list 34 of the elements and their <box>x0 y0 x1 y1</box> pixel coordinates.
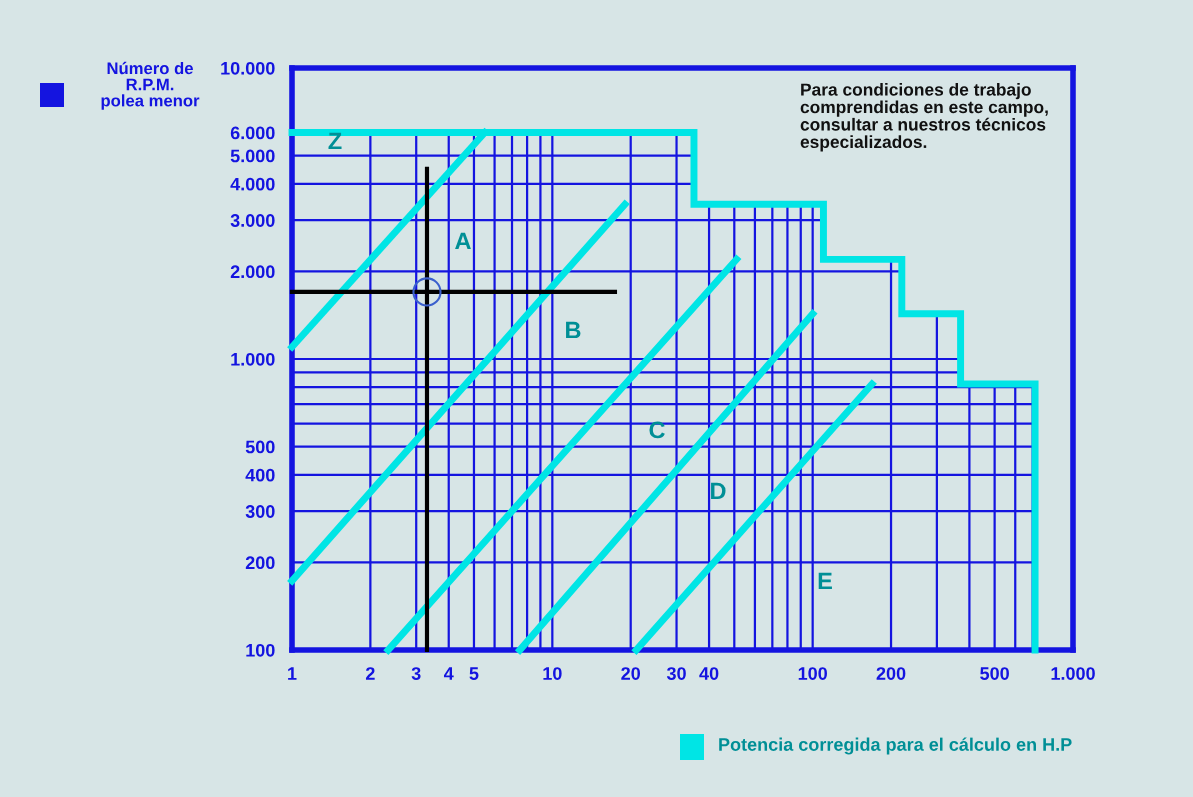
annotation: D <box>711 482 726 500</box>
y-tick-label: 10.000 <box>221 61 275 75</box>
x-tick-label: 200 <box>876 667 906 680</box>
y-tick-label: 500 <box>245 440 275 454</box>
y-tick-label: 6.000 <box>230 126 275 140</box>
x-tick-label: 20 <box>621 667 640 680</box>
annotation: Para condiciones de trabajo comprendidas en este campo, consultar a nuestros técnicos especializados. <box>800 83 1048 152</box>
y-tick-label: 100 <box>246 643 275 657</box>
x-tick-label: 100 <box>798 667 827 680</box>
x-tick-label: 4 <box>443 667 454 680</box>
x-tick-label: 3 <box>411 667 421 680</box>
x-tick-label: 5 <box>469 667 479 680</box>
x-tick-label: 1.000 <box>1051 667 1095 680</box>
annotation: C <box>649 421 665 439</box>
annotation: B <box>566 321 581 339</box>
y-tick-label: 5.000 <box>230 149 275 163</box>
y-tick-label: 200 <box>245 556 275 570</box>
y-tick-label: 2.000 <box>230 265 275 279</box>
annotation: E <box>818 572 832 590</box>
y-tick-label: 3.000 <box>230 214 275 227</box>
y-tick-label: 1.000 <box>231 352 275 366</box>
annotation: Z <box>328 132 342 150</box>
x-tick-label: 2 <box>365 667 375 680</box>
y-tick-label: 300 <box>245 505 275 518</box>
annotation: A <box>455 232 471 250</box>
x-tick-label: 30 <box>666 667 686 680</box>
x-tick-label: 40 <box>699 667 719 680</box>
y-tick-label: 400 <box>245 468 275 482</box>
y-tick-label: 4.000 <box>230 177 275 191</box>
x-axis-title: Potencia corregida para el cálculo en H.P <box>719 737 1072 755</box>
x-tick-label: 1 <box>288 667 297 680</box>
x-tick-label: 10 <box>543 667 562 680</box>
y-axis-title: Número de R.P.M. polea menor <box>101 61 200 110</box>
x-tick-label: 500 <box>980 667 1009 680</box>
